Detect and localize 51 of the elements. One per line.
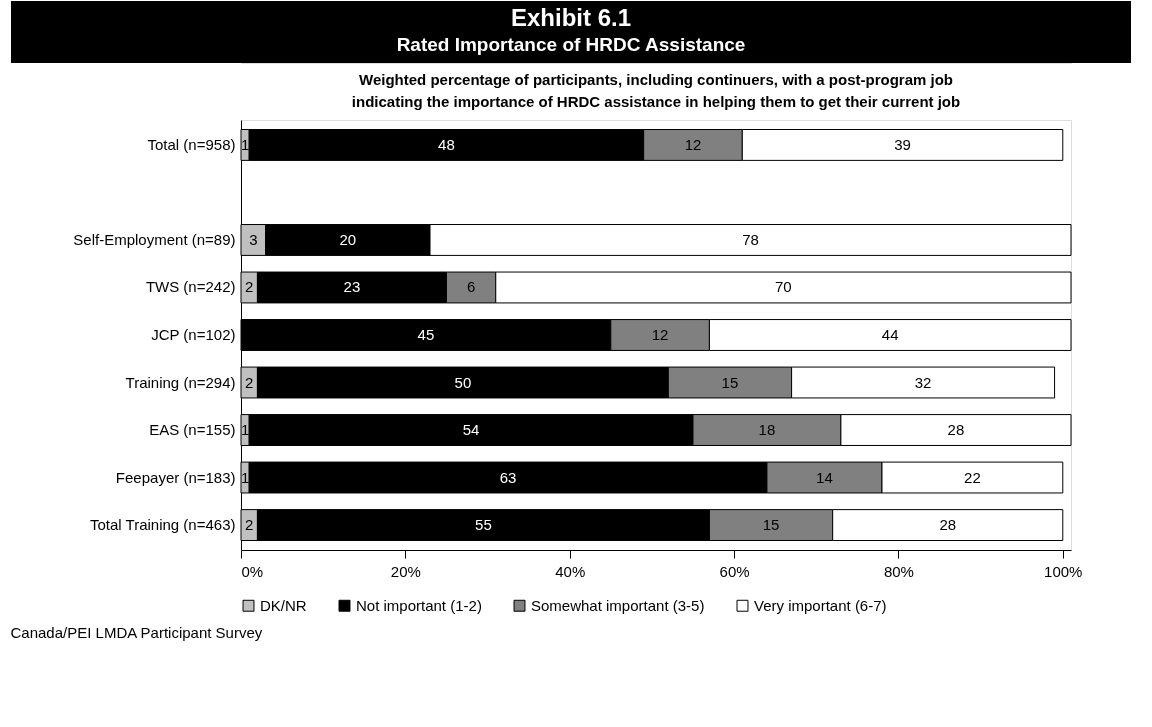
y-tick-label: JCP (n=102) [151, 326, 236, 343]
y-tick-label: Self-Employment (n=89) [73, 230, 236, 248]
data-label: 12 [651, 326, 669, 343]
x-tick-label: 100% [1044, 562, 1083, 580]
data-label: 22 [964, 468, 981, 486]
data-label: 1 [240, 468, 250, 486]
data-label: 50 [454, 373, 472, 391]
chart-title: Exhibit 6.1 Rated Importance of HRDC Assistance [396, 4, 746, 55]
y-tick-label: Training (n=294) [125, 373, 236, 391]
text: Canada/PEI LMDA Participant Survey [10, 624, 263, 641]
data-label: 1 [240, 135, 250, 153]
data-label: 2 [245, 373, 254, 391]
y-tick-label: TWS (n=242) [145, 278, 236, 296]
data-label: 14 [816, 468, 833, 486]
data-label: 6 [466, 278, 476, 296]
data-label: 18 [758, 421, 776, 439]
y-tick-label: Total (n=958) [147, 135, 236, 153]
data-label: 2 [245, 278, 254, 296]
data-label: 23 [343, 278, 361, 296]
legend-label: DK/NR [260, 596, 307, 614]
data-label: 54 [462, 421, 480, 439]
legend-label: Somewhat important (3-5) [531, 596, 705, 614]
data-label: 45 [417, 326, 435, 343]
legend-label: Not important (1-2) [356, 596, 482, 614]
y-tick-label: Feepayer (n=183) [115, 468, 236, 486]
data-label: 32 [914, 373, 932, 391]
data-label: 1 [240, 421, 250, 439]
data-label: 63 [499, 468, 517, 486]
x-tick-label: 60% [719, 562, 750, 580]
y-tick-label: Total Training (n=463) [89, 516, 236, 534]
legend-label: Very important (6-7) [754, 596, 887, 614]
data-label: 28 [939, 516, 957, 534]
data-label: 78 [742, 230, 759, 248]
data-label: 28 [947, 421, 965, 439]
y-tick-label: EAS (n=155) [149, 421, 236, 439]
data-label: 55 [475, 516, 492, 534]
data-label: 2 [245, 516, 254, 534]
data-label: 12 [684, 135, 702, 153]
data-label: 15 [721, 373, 739, 391]
data-label: 39 [894, 135, 911, 153]
data-label: 3 [249, 230, 258, 248]
x-tick-label: 40% [555, 562, 586, 580]
x-tick-label: 20% [390, 562, 421, 580]
chart-subtitle: Weighted percentage of participants, including continuers, with a post-program job indicating the importance of HRDC assistance in helping them to get their current job [351, 71, 961, 110]
x-tick-label: 0% [241, 562, 264, 580]
data-label: 44 [881, 326, 899, 343]
data-label: 15 [762, 516, 780, 534]
data-label: 48 [438, 135, 455, 153]
data-label: 70 [775, 278, 792, 296]
x-tick-label: 80% [883, 562, 914, 580]
data-label: 20 [339, 230, 357, 248]
